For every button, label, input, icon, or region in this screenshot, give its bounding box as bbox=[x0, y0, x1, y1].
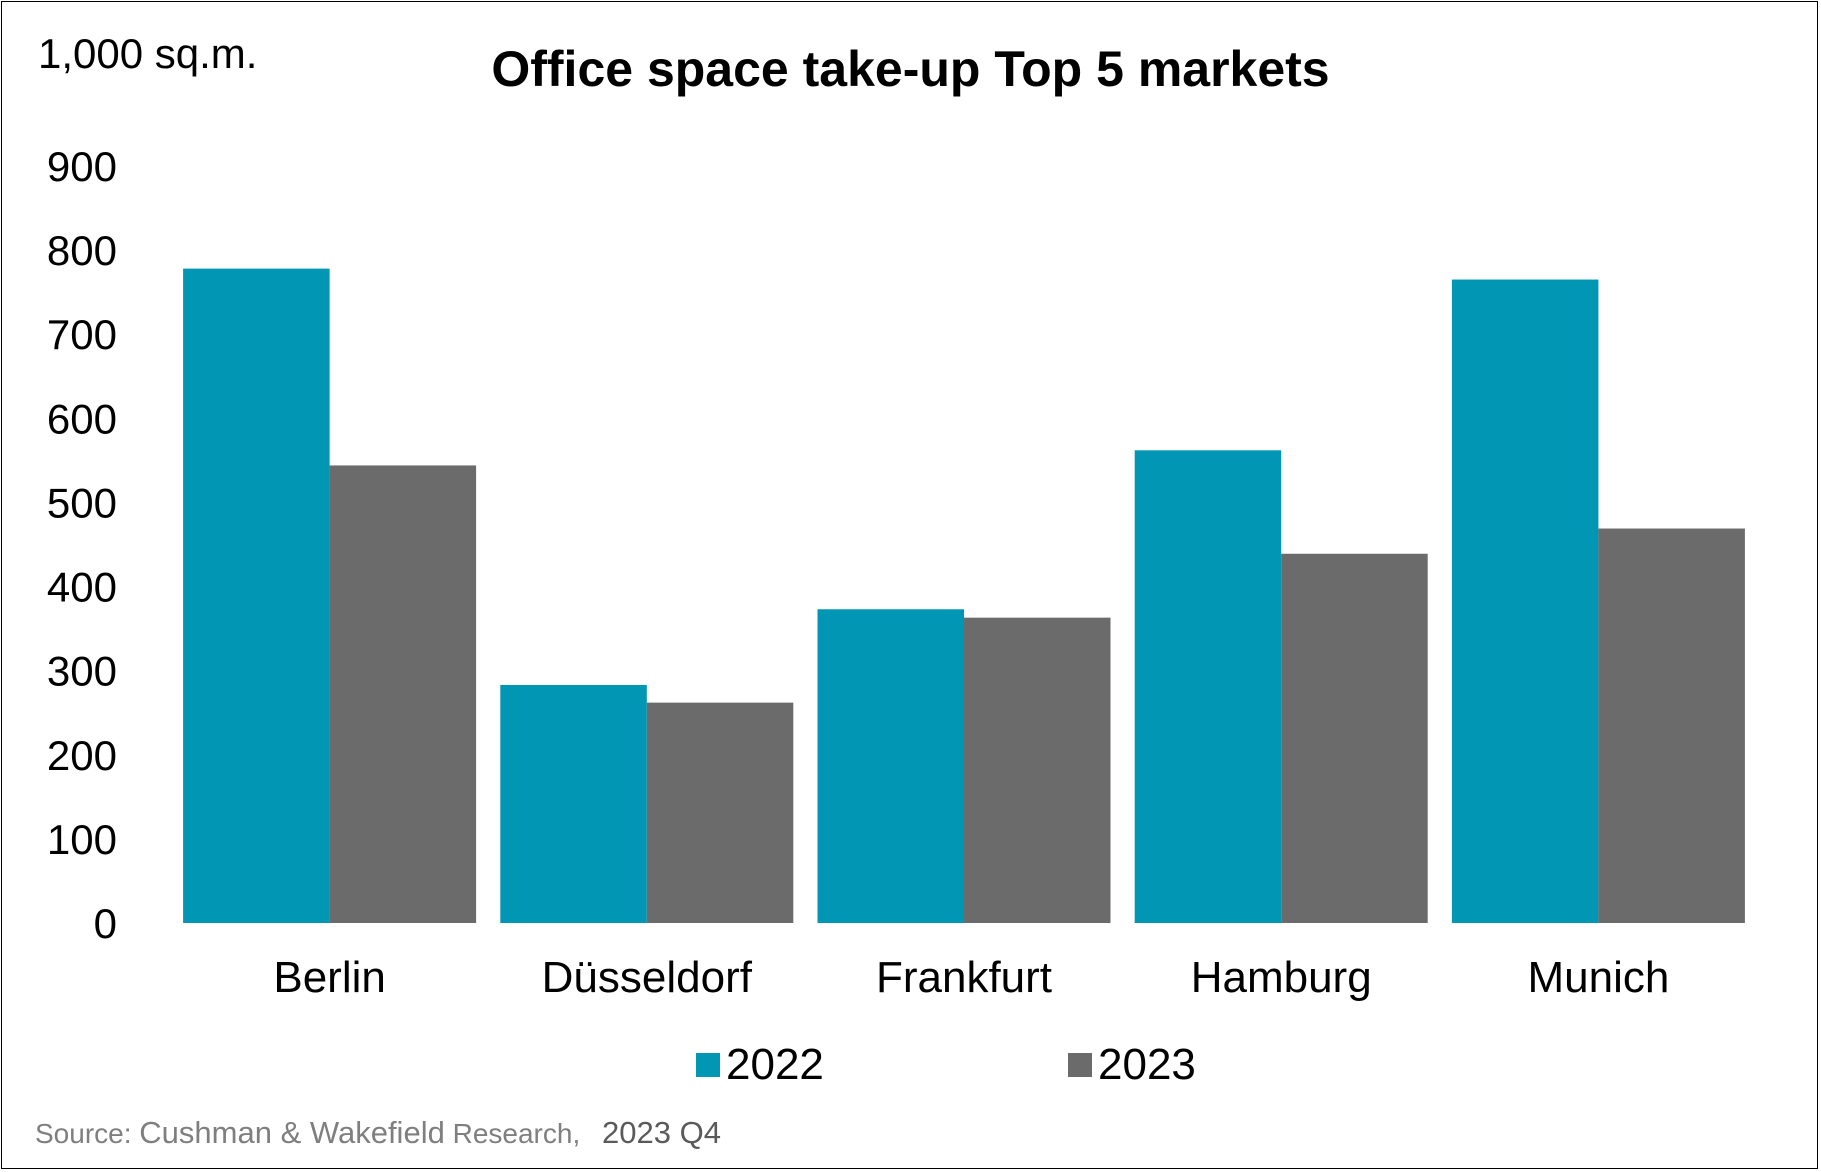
y-tick-label: 200 bbox=[47, 732, 117, 779]
bar-2023-berlin bbox=[329, 465, 477, 923]
bar-2022-frankfurt bbox=[817, 609, 964, 923]
y-axis-ticks: 0 100 200 300 400 500 600 700 800 900 bbox=[47, 143, 117, 947]
y-tick-label: 0 bbox=[94, 900, 117, 947]
bar-2022-hamburg bbox=[1134, 450, 1282, 923]
y-tick-label: 400 bbox=[47, 564, 117, 611]
legend: 2022 2023 bbox=[0, 1040, 1821, 1100]
bar-2023-hamburg bbox=[1281, 553, 1428, 923]
legend-swatch-2023 bbox=[1068, 1053, 1092, 1077]
bar-2022-düsseldorf bbox=[500, 684, 647, 923]
chart-title: Office space take-up Top 5 markets bbox=[0, 40, 1821, 98]
bar-2022-munich bbox=[1451, 279, 1599, 923]
x-tick-label: Düsseldorf bbox=[542, 953, 753, 1002]
y-tick-label: 500 bbox=[47, 479, 117, 526]
bar-2023-munich bbox=[1598, 528, 1745, 923]
bar-2023-frankfurt bbox=[964, 617, 1111, 923]
x-tick-label: Berlin bbox=[273, 953, 386, 1002]
legend-swatch-2022 bbox=[696, 1053, 720, 1077]
legend-label-2022: 2022 bbox=[726, 1040, 824, 1089]
legend-item-2023: 2023 bbox=[1068, 1040, 1196, 1090]
legend-item-2022: 2022 bbox=[696, 1040, 824, 1090]
y-tick-label: 800 bbox=[47, 227, 117, 274]
unit-label: 1,000 sq.m. bbox=[38, 30, 258, 77]
source-publisher: Cushman & Wakefield bbox=[139, 1115, 445, 1150]
bar-2022-berlin bbox=[183, 268, 330, 923]
y-tick-label: 100 bbox=[47, 816, 117, 863]
y-tick-label: 300 bbox=[47, 648, 117, 695]
legend-label-2023: 2023 bbox=[1098, 1040, 1196, 1089]
x-tick-label: Frankfurt bbox=[876, 953, 1052, 1002]
chart-title-text: Office space take-up Top 5 markets bbox=[491, 41, 1330, 97]
x-axis-labels: Berlin Düsseldorf Frankfurt Hamburg Munich bbox=[273, 953, 1669, 1002]
y-tick-label: 900 bbox=[47, 143, 117, 190]
bars bbox=[183, 268, 1745, 923]
x-tick-label: Hamburg bbox=[1191, 953, 1372, 1002]
x-tick-label: Munich bbox=[1527, 953, 1669, 1002]
bar-2023-düsseldorf bbox=[646, 702, 794, 923]
y-tick-label: 600 bbox=[47, 395, 117, 442]
y-tick-label: 700 bbox=[47, 311, 117, 358]
source-prefix: Source: bbox=[35, 1118, 132, 1149]
source-note: Source: Cushman & Wakefield Research, 20… bbox=[35, 1115, 721, 1151]
source-period: 2023 Q4 bbox=[602, 1115, 721, 1150]
source-suffix: Research, bbox=[452, 1118, 581, 1149]
